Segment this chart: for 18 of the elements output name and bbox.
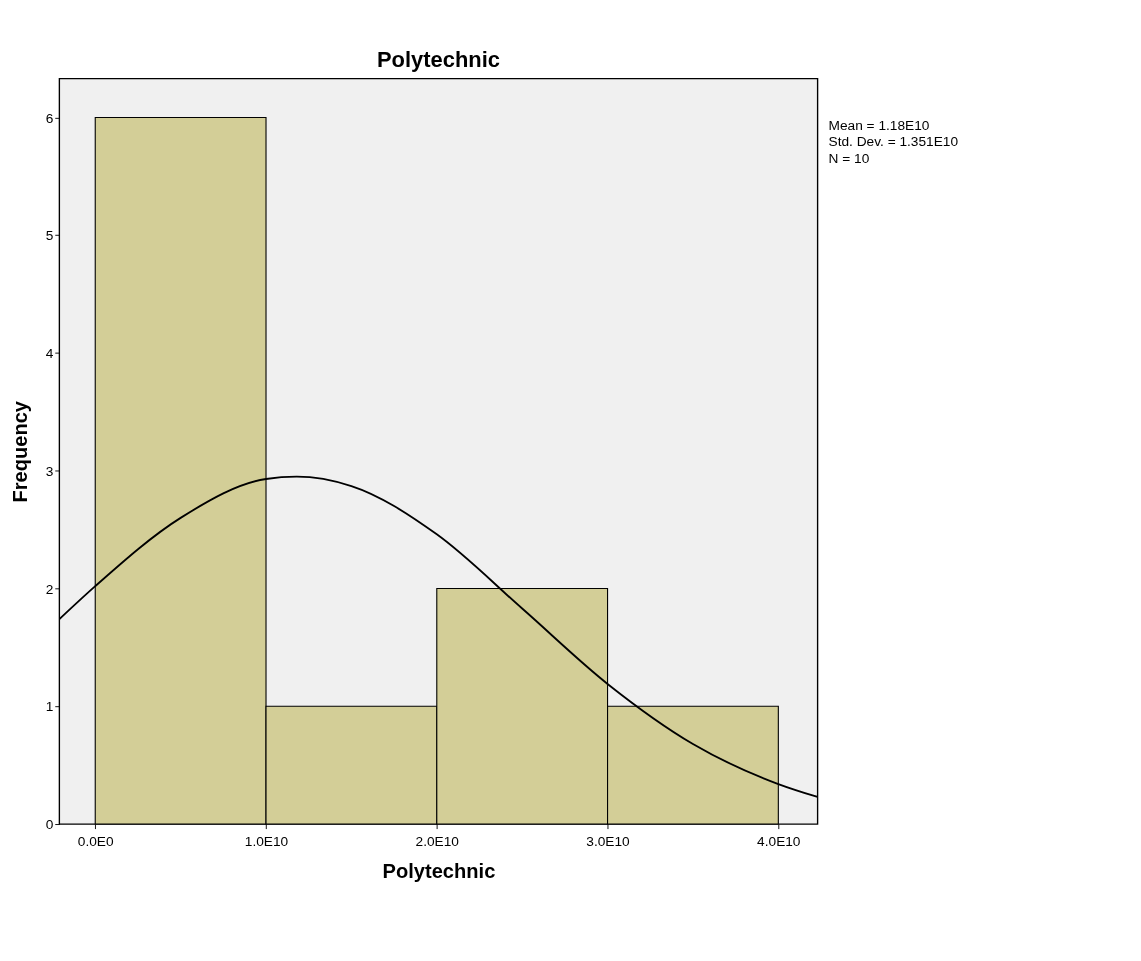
x-axis-title: Polytechnic (382, 860, 496, 883)
x-tick-label: 1.0E10 (244, 833, 289, 849)
y-tick-label: 6 (45, 110, 54, 126)
y-tick-label: 2 (45, 581, 54, 597)
y-tick-label: 0 (45, 817, 54, 833)
y-tick-label: 3 (45, 463, 54, 479)
y-tick-label: 5 (45, 228, 54, 244)
y-tick-label: 4 (45, 346, 54, 362)
y-tick-label: 1 (45, 699, 54, 715)
y-axis-title: Frequency (8, 400, 31, 503)
x-tick-label: 3.0E10 (586, 833, 631, 849)
text: Mean = 1.18E10 (828, 117, 930, 133)
x-tick-label: 2.0E10 (415, 833, 460, 849)
text: Std. Dev. = 1.351E10 (828, 134, 959, 150)
text: N = 10 (828, 150, 870, 166)
x-tick-label: 4.0E10 (757, 833, 801, 849)
chart-title: Polytechnic (377, 46, 500, 72)
x-tick-label: 0.0E0 (77, 833, 114, 849)
